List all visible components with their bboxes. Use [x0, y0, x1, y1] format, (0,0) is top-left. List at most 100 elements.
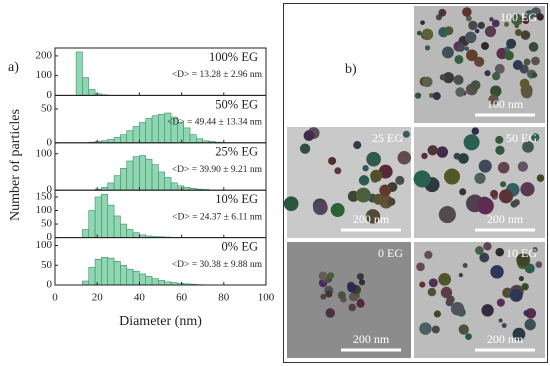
nanoparticle — [496, 298, 505, 307]
bar — [94, 259, 102, 286]
panel-subtitle: <D> = 13.28 ± 2.96 nm — [172, 70, 263, 80]
nanoparticle — [424, 250, 433, 260]
bar — [113, 215, 121, 238]
nanoparticle — [497, 161, 510, 174]
nanoparticle — [520, 182, 535, 197]
x-tick-label: 100 — [258, 292, 275, 304]
nanoparticle — [427, 145, 438, 156]
nanoparticle — [504, 21, 510, 27]
nanoparticle — [494, 63, 505, 74]
nanoparticle — [474, 172, 486, 184]
nanoparticle — [465, 15, 472, 22]
panel-label: b) — [345, 62, 357, 77]
nanoparticle — [421, 76, 433, 88]
bar — [132, 232, 140, 238]
nanoparticle — [483, 242, 492, 251]
image-label: 100 EG — [500, 10, 537, 24]
panel-title: 10% EG — [215, 192, 258, 206]
nanoparticle — [535, 261, 543, 268]
nanoparticle — [481, 304, 494, 317]
bar — [151, 164, 159, 191]
y-tick-label: 0 — [47, 231, 53, 243]
x-tick-label: 60 — [176, 292, 188, 304]
nanoparticle — [438, 8, 447, 17]
nanoparticle — [353, 141, 362, 150]
bar — [139, 122, 147, 144]
nanoparticle — [513, 199, 520, 206]
nanoparticle — [475, 246, 484, 255]
nanoparticle — [490, 265, 504, 279]
nanoparticle — [327, 272, 335, 279]
nanoparticle — [489, 17, 494, 22]
nanoparticle — [416, 262, 425, 272]
nanoparticle — [525, 311, 530, 316]
nanoparticle — [459, 188, 467, 196]
bar — [132, 156, 140, 191]
bar — [158, 171, 166, 191]
nanoparticle — [517, 161, 529, 172]
y-tick-label: 200 — [36, 49, 53, 61]
nanoparticle — [436, 146, 449, 158]
nanoparticle — [474, 28, 480, 34]
bar — [139, 155, 147, 191]
nanoparticle — [462, 262, 468, 269]
plot-frame — [54, 237, 267, 286]
nanoparticle — [432, 92, 441, 101]
nanoparticle — [484, 70, 491, 77]
nanoparticle — [490, 85, 502, 97]
nanoparticle — [402, 130, 410, 138]
nanoparticle — [495, 145, 505, 155]
nanoparticle — [531, 72, 538, 78]
bar — [145, 158, 153, 191]
scale-label: 200 nm — [353, 332, 390, 346]
nanoparticle — [416, 30, 422, 36]
bar — [120, 223, 128, 238]
y-tick-label: 50 — [41, 102, 53, 114]
nanoparticle — [522, 140, 534, 153]
x-tick-label: 40 — [134, 292, 146, 304]
bar — [139, 273, 147, 286]
y-tick-label: 100 — [36, 239, 53, 251]
nanoparticle — [516, 253, 531, 267]
nanoparticle — [441, 46, 454, 59]
nanoparticle — [506, 38, 517, 49]
nanoparticle — [431, 325, 440, 334]
nanoparticle — [531, 133, 540, 142]
nanoparticle — [514, 29, 522, 37]
bar — [107, 204, 115, 238]
bar — [145, 276, 153, 286]
nanoparticle — [348, 303, 357, 312]
bar — [170, 182, 178, 191]
nanoparticle — [518, 275, 524, 282]
nanoparticle — [419, 281, 426, 288]
nanoparticle — [536, 174, 545, 182]
nanoparticle — [528, 42, 539, 52]
nanoparticle — [512, 327, 526, 341]
x-axis-label: Diameter (nm) — [119, 314, 202, 329]
nanoparticle — [458, 153, 469, 164]
bar — [113, 137, 121, 144]
nanoparticle — [303, 130, 315, 142]
bar — [82, 77, 90, 96]
nanoparticle — [358, 175, 370, 186]
nanoparticle — [512, 60, 523, 71]
nanoparticle — [536, 13, 544, 21]
nanoparticle — [514, 23, 519, 29]
bar — [158, 114, 166, 144]
nanoparticle — [370, 169, 383, 182]
y-tick-label: 100 — [36, 147, 53, 159]
nanoparticle — [420, 20, 425, 25]
panel-title: 0% EG — [222, 239, 258, 253]
nanoparticle — [466, 49, 478, 62]
x-tick-label: 80 — [218, 292, 230, 304]
bar — [126, 160, 134, 191]
nanoparticle — [337, 291, 346, 300]
bar — [177, 185, 185, 191]
nanoparticle — [419, 322, 432, 335]
nanoparticle — [454, 54, 464, 64]
nanoparticle — [433, 310, 442, 318]
nanoparticle — [453, 74, 464, 85]
nanoparticle — [458, 272, 464, 278]
nanoparticle — [330, 203, 345, 217]
